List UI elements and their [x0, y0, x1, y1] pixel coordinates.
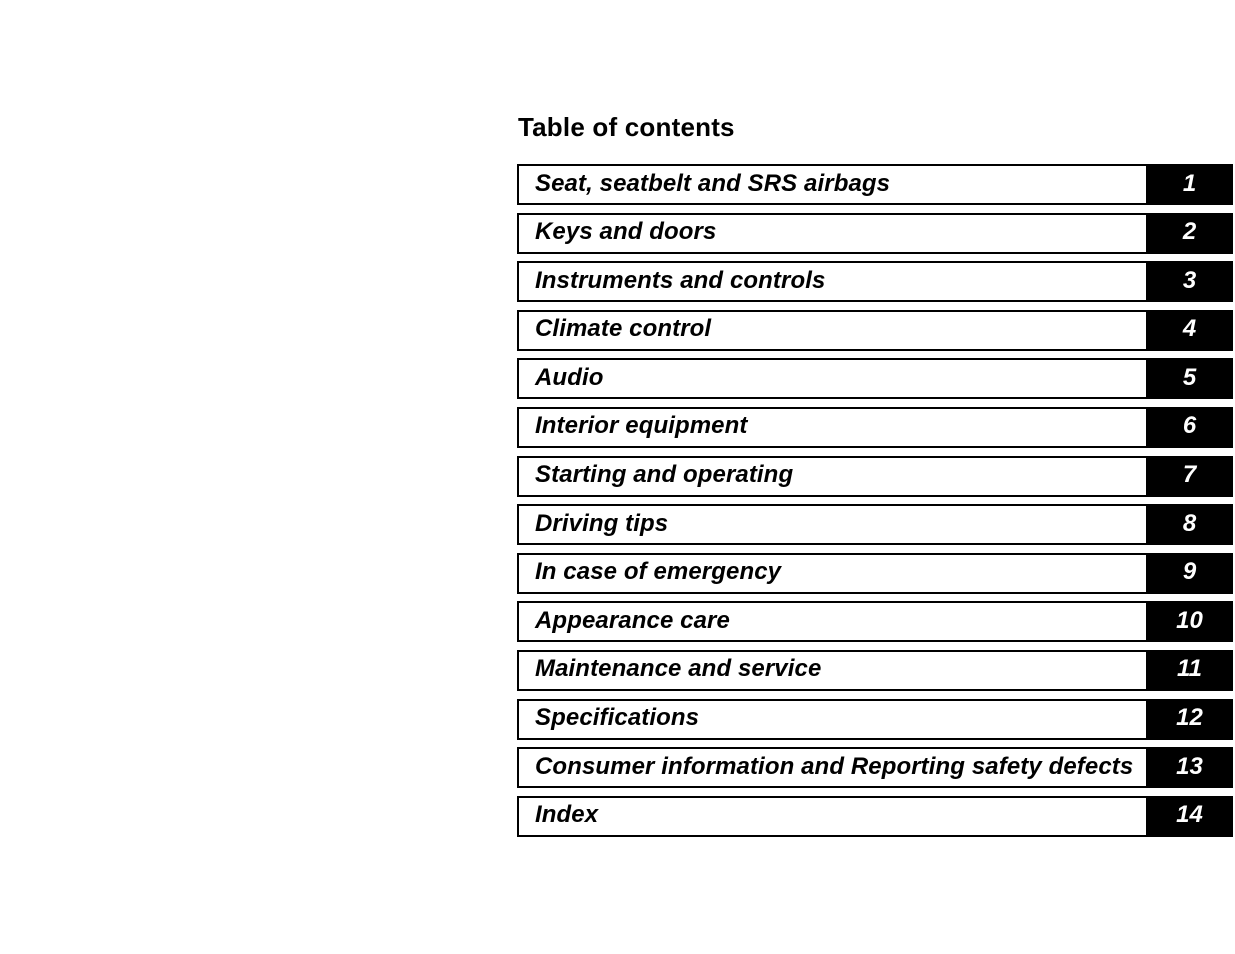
toc-row[interactable]: Specifications 12: [517, 698, 1233, 740]
toc-row[interactable]: In case of emergency 9: [517, 552, 1233, 594]
toc-row[interactable]: Appearance care 10: [517, 601, 1233, 643]
toc-row[interactable]: Driving tips 8: [517, 504, 1233, 546]
toc-row-label: Index: [535, 801, 599, 829]
toc-row[interactable]: Interior equipment 6: [517, 406, 1233, 448]
toc-row-label: Seat, seatbelt and SRS airbags: [535, 169, 891, 197]
toc-row-label: Instruments and controls: [535, 266, 826, 294]
toc-row-chapter-number: 11: [1146, 649, 1233, 691]
toc-row-label: Keys and doors: [535, 218, 717, 246]
toc-row-label: Climate control: [535, 315, 712, 343]
toc-row-label: Maintenance and service: [535, 655, 822, 683]
toc-row-label: Specifications: [535, 704, 700, 732]
toc-row-chapter-number: 10: [1146, 601, 1233, 643]
toc-row-label: Starting and operating: [535, 461, 794, 489]
toc-row[interactable]: Climate control 4: [517, 309, 1233, 351]
table-of-contents: Table of contents Seat, seatbelt and SRS…: [517, 112, 1233, 837]
toc-row[interactable]: Consumer information and Reporting safet…: [517, 747, 1233, 789]
toc-row-chapter-number: 1: [1146, 164, 1233, 205]
toc-row[interactable]: Audio 5: [517, 358, 1233, 400]
toc-row-label: Driving tips: [535, 509, 669, 537]
toc-row-chapter-number: 2: [1146, 212, 1233, 254]
page-title: Table of contents: [518, 112, 735, 142]
toc-row-label: In case of emergency: [535, 558, 782, 586]
toc-row-chapter-number: 14: [1146, 795, 1233, 837]
toc-row-chapter-number: 4: [1146, 309, 1233, 351]
toc-row-chapter-number: 8: [1146, 504, 1233, 546]
toc-row-label: Audio: [535, 363, 604, 391]
toc-row-label: Appearance care: [535, 606, 730, 634]
toc-row-label: Interior equipment: [535, 412, 748, 440]
toc-row-chapter-number: 13: [1146, 747, 1233, 789]
toc-row[interactable]: Keys and doors 2: [517, 212, 1233, 254]
toc-row[interactable]: Index 14: [517, 795, 1233, 837]
toc-row-chapter-number: 3: [1146, 261, 1233, 303]
toc-row[interactable]: Maintenance and service 11: [517, 649, 1233, 691]
toc-row[interactable]: Seat, seatbelt and SRS airbags 1: [517, 164, 1233, 205]
toc-row-chapter-number: 9: [1146, 552, 1233, 594]
toc-row-chapter-number: 6: [1146, 406, 1233, 448]
toc-row-chapter-number: 5: [1146, 358, 1233, 400]
toc-row-chapter-number: 12: [1146, 698, 1233, 740]
toc-row[interactable]: Instruments and controls 3: [517, 261, 1233, 303]
toc-rows: Seat, seatbelt and SRS airbags 1 Keys an…: [517, 164, 1233, 837]
toc-row-chapter-number: 7: [1146, 455, 1233, 497]
toc-row[interactable]: Starting and operating 7: [517, 455, 1233, 497]
toc-row-label: Consumer information and Reporting safet…: [535, 752, 1134, 780]
